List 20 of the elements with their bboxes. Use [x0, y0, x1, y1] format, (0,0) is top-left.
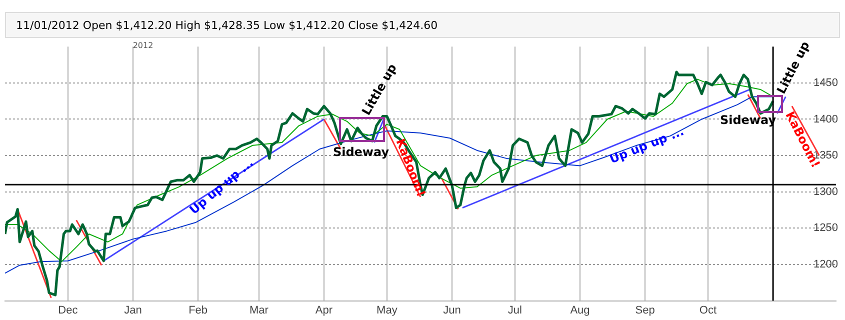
y-tick-label: 1450	[814, 76, 838, 89]
x-tick-label: Dec	[58, 304, 78, 316]
x-tick-label: Oct	[699, 304, 717, 316]
x-tick-label: Aug	[570, 304, 590, 316]
annotation: Up up up ...	[608, 124, 686, 166]
x-tick-label: Feb	[188, 304, 208, 316]
annotation: 2012	[132, 41, 154, 50]
x-tick-label: May	[376, 304, 398, 316]
x-tick-label: Jun	[443, 304, 461, 316]
annotation: Up up up ...	[186, 156, 256, 218]
x-tick-label: Mar	[249, 304, 269, 316]
chart-title: 11/01/2012 Open $1,412.20 High $1,428.35 Low $1,412.20 Close $1,424.60	[5, 12, 840, 38]
y-tick-label: 1200	[814, 258, 838, 271]
x-tick-label: Sep	[635, 304, 655, 316]
x-tick-label: Jul	[508, 304, 522, 316]
x-tick-label: Apr	[315, 304, 333, 316]
y-tick-label: 1250	[814, 222, 838, 234]
x-tick-label: Jan	[124, 304, 142, 316]
annotation: Sideway	[332, 145, 390, 160]
y-tick-label: 1300	[814, 186, 838, 198]
